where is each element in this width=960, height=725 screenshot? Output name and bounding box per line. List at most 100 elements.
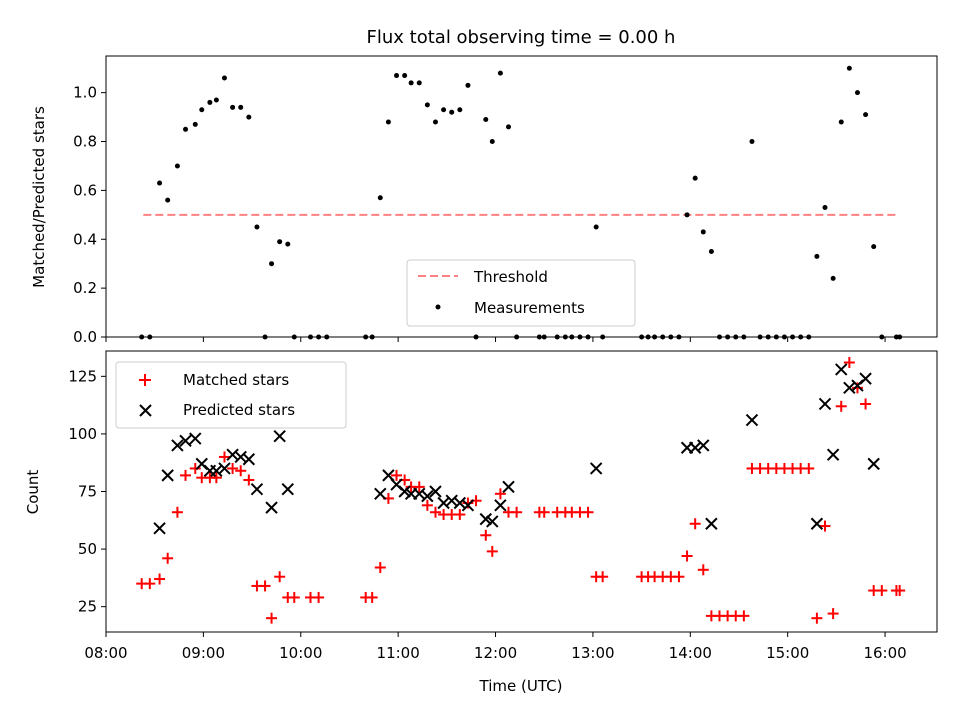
predicted-star-point xyxy=(179,434,192,448)
matched-legend-swatch xyxy=(139,374,151,386)
predicted-legend-swatch xyxy=(139,404,152,417)
measurement-point xyxy=(846,65,852,71)
measurement-point xyxy=(246,114,252,120)
matched-star-point xyxy=(391,469,403,481)
measurement-point xyxy=(465,82,471,88)
ratio-y-axis: 0.0 0.2 0.4 0.6 0.8 1.0 xyxy=(73,84,106,346)
measurement-point xyxy=(424,102,430,108)
measurement-point xyxy=(483,117,489,123)
x-tick-label: 13:00 xyxy=(571,644,614,662)
measurement-point xyxy=(238,104,244,110)
y-tick-label: 0.4 xyxy=(73,230,97,248)
matched-star-point xyxy=(738,610,750,622)
predicted-star-point xyxy=(218,462,231,475)
matched-star-point xyxy=(227,462,239,474)
matched-star-point xyxy=(454,509,466,521)
ratio-plot-frame xyxy=(105,55,938,338)
measurement-point xyxy=(449,109,455,115)
y-tick-label: 1.0 xyxy=(73,84,97,102)
matched-star-point xyxy=(429,506,441,518)
predicted-star-point xyxy=(486,515,499,528)
predicted-star-point xyxy=(453,496,467,510)
measurement-point xyxy=(830,275,836,281)
predicted-legend-label: Predicted stars xyxy=(183,401,295,419)
matched-star-point xyxy=(374,562,386,574)
measurement-point xyxy=(692,175,698,181)
predicted-star-point xyxy=(281,482,294,496)
matched-star-point xyxy=(582,506,594,518)
measurement-point xyxy=(416,80,422,86)
x-tick-label: 10:00 xyxy=(279,644,322,662)
count-legend-box xyxy=(115,361,347,429)
predicted-star-point xyxy=(697,439,710,452)
predicted-star-point xyxy=(479,512,493,526)
y-tick-label: 100 xyxy=(68,425,97,443)
measurement-point xyxy=(165,197,171,203)
predicted-star-point xyxy=(161,469,174,482)
predicted-star-point xyxy=(242,453,256,466)
measurement-point xyxy=(277,239,283,245)
matched-star-point xyxy=(235,465,247,477)
matched-star-point xyxy=(259,580,271,592)
measurement-point xyxy=(822,204,828,210)
predicted-star-point xyxy=(429,485,442,498)
matched-star-point xyxy=(811,612,823,624)
matched-star-point xyxy=(266,612,278,624)
predicted-star-point xyxy=(189,432,202,445)
matched-star-point xyxy=(494,488,506,500)
measurement-point xyxy=(854,90,860,96)
matched-star-point xyxy=(210,472,222,484)
predicted-star-point xyxy=(688,441,702,454)
ratio-panel: 0.0 0.2 0.4 0.6 0.8 1.0 Matched/Predicted sta… xyxy=(30,55,938,346)
matched-star-point xyxy=(480,529,492,541)
x-axis-label: Time (UTC) xyxy=(479,677,563,695)
y-tick-label: 0.0 xyxy=(73,328,97,346)
measurement-point xyxy=(457,107,463,113)
matched-star-point xyxy=(835,400,847,412)
time-x-axis: 08:00 09:00 10:00 11:00 12:00 13:00 14:00 15:00… xyxy=(84,632,907,662)
measurement-point xyxy=(441,107,447,113)
predicted-star-point xyxy=(826,448,840,461)
measurement-point xyxy=(174,163,180,169)
predicted-star-point xyxy=(705,517,718,530)
measurement-point xyxy=(408,80,414,86)
matched-star-point xyxy=(843,357,855,369)
predicted-star-point xyxy=(413,487,426,501)
measurement-point xyxy=(593,224,599,230)
predicted-star-point xyxy=(835,363,848,376)
predicted-star-point xyxy=(589,462,603,475)
x-tick-label: 11:00 xyxy=(377,644,420,662)
predicted-star-point xyxy=(502,480,515,494)
matched-star-point xyxy=(243,474,255,486)
matched-star-point xyxy=(366,591,378,603)
measurement-point xyxy=(489,139,495,145)
y-tick-label: 50 xyxy=(78,540,97,558)
matched-star-point xyxy=(313,591,325,603)
measurements-legend-swatch xyxy=(435,304,441,310)
measurement-point xyxy=(285,241,291,247)
x-tick-label: 09:00 xyxy=(182,644,225,662)
matched-star-point xyxy=(189,462,201,474)
predicted-star-point xyxy=(374,487,387,501)
predicted-star-point xyxy=(265,501,278,514)
measurement-point xyxy=(708,248,714,254)
predicted-star-point xyxy=(250,482,264,496)
matched-star-point xyxy=(486,545,498,557)
matched-star-point xyxy=(894,585,906,597)
matched-legend-label: Matched stars xyxy=(183,371,289,389)
measurement-point xyxy=(432,119,438,125)
matched-star-point xyxy=(162,552,174,564)
y-tick-label: 0.2 xyxy=(73,279,97,297)
matched-star-point xyxy=(697,564,709,576)
predicted-star-point xyxy=(867,457,880,471)
count-y-axis-label: Count xyxy=(24,470,42,515)
measurement-point xyxy=(199,107,205,113)
y-tick-label: 0.6 xyxy=(73,181,97,199)
measurement-point xyxy=(192,121,198,127)
predicted-star-point xyxy=(234,450,247,464)
x-tick-label: 14:00 xyxy=(669,644,712,662)
matched-star-point xyxy=(421,499,433,511)
count-legend: Matched stars Predicted stars xyxy=(115,361,347,429)
measurement-point xyxy=(402,73,408,79)
